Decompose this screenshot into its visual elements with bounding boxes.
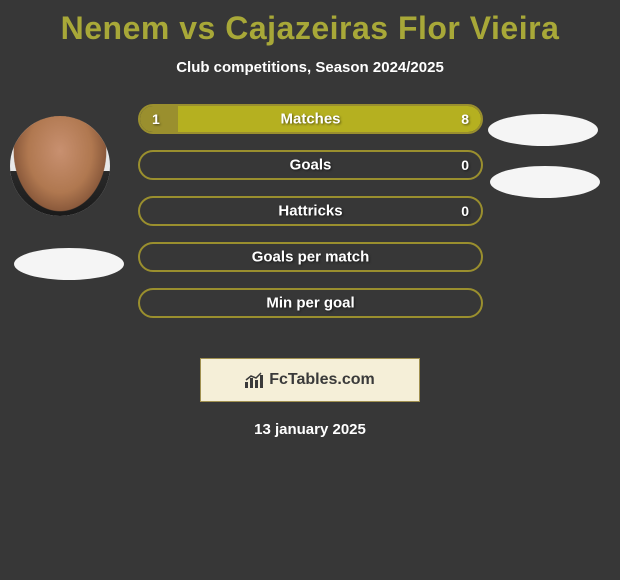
stat-value-right: 0: [461, 157, 469, 173]
stat-value-right: 0: [461, 203, 469, 219]
logo-text: FcTables.com: [269, 371, 375, 389]
fctables-logo: FcTables.com: [200, 358, 420, 402]
player-left-avatar: [10, 116, 110, 216]
player-right-name-placeholder: [490, 166, 600, 198]
stat-label: Goals: [290, 157, 332, 174]
chart-icon: [245, 372, 265, 388]
avatar-face-graphic: [10, 116, 110, 216]
stat-label: Matches: [280, 111, 340, 128]
stat-value-left: 1: [152, 111, 160, 127]
subtitle: Club competitions, Season 2024/2025: [0, 59, 620, 76]
stat-bar-goals: Goals 0: [138, 150, 483, 180]
stat-bar-hattricks: Hattricks 0: [138, 196, 483, 226]
date-label: 13 january 2025: [254, 421, 366, 438]
player-right-avatar-placeholder: [488, 114, 598, 146]
player-left-name-placeholder: [14, 248, 124, 280]
stat-label: Goals per match: [252, 249, 370, 266]
stat-bar-goals-per-match: Goals per match: [138, 242, 483, 272]
stat-label: Min per goal: [266, 295, 354, 312]
stat-bar-min-per-goal: Min per goal: [138, 288, 483, 318]
stat-bar-matches: 1 Matches 8: [138, 104, 483, 134]
comparison-title: Nenem vs Cajazeiras Flor Vieira: [0, 0, 620, 47]
stat-value-right: 8: [461, 111, 469, 127]
stat-label: Hattricks: [278, 203, 342, 220]
stats-container: 1 Matches 8 Goals 0 Hattricks 0 Goals per match…: [138, 104, 483, 334]
